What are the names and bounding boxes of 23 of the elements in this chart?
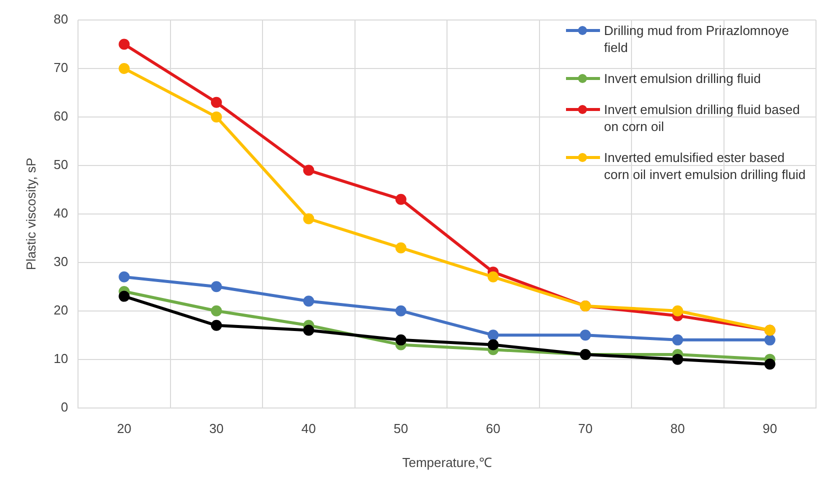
legend-label: Inverted emulsified ester based corn oil invert emulsion drilling fluid xyxy=(604,149,807,183)
x-tick-label: 20 xyxy=(116,421,132,436)
x-tick-label: 80 xyxy=(670,421,685,436)
x-axis-title: Temperature,℃ xyxy=(402,454,492,470)
x-tick-label: 90 xyxy=(762,421,778,436)
y-tick-label: 20 xyxy=(54,302,68,318)
legend-label: Invert emulsion drilling fluid xyxy=(604,70,761,87)
y-tick-label: 30 xyxy=(54,254,68,269)
x-tick-label: 30 xyxy=(209,421,224,436)
x-tick-label: 40 xyxy=(301,421,316,436)
y-tick-label: 80 xyxy=(54,12,68,27)
y-axis-title: Plastic viscosity, sP xyxy=(23,158,38,270)
y-tick-label: 50 xyxy=(54,157,68,172)
legend-label: Drilling mud from Prirazlomnoye field xyxy=(604,22,790,56)
legend-label: Invert emulsion drilling fluid based on corn oil xyxy=(604,101,801,135)
x-tick-label: 60 xyxy=(486,421,500,436)
y-tick-label: 40 xyxy=(54,205,68,220)
y-tick-label: 70 xyxy=(54,60,68,76)
x-tick-label: 50 xyxy=(394,421,408,436)
x-tick-label: 70 xyxy=(578,421,593,436)
y-tick-label: 60 xyxy=(54,108,68,124)
y-tick-label: 0 xyxy=(60,399,68,414)
y-tick-label: 10 xyxy=(54,350,68,366)
